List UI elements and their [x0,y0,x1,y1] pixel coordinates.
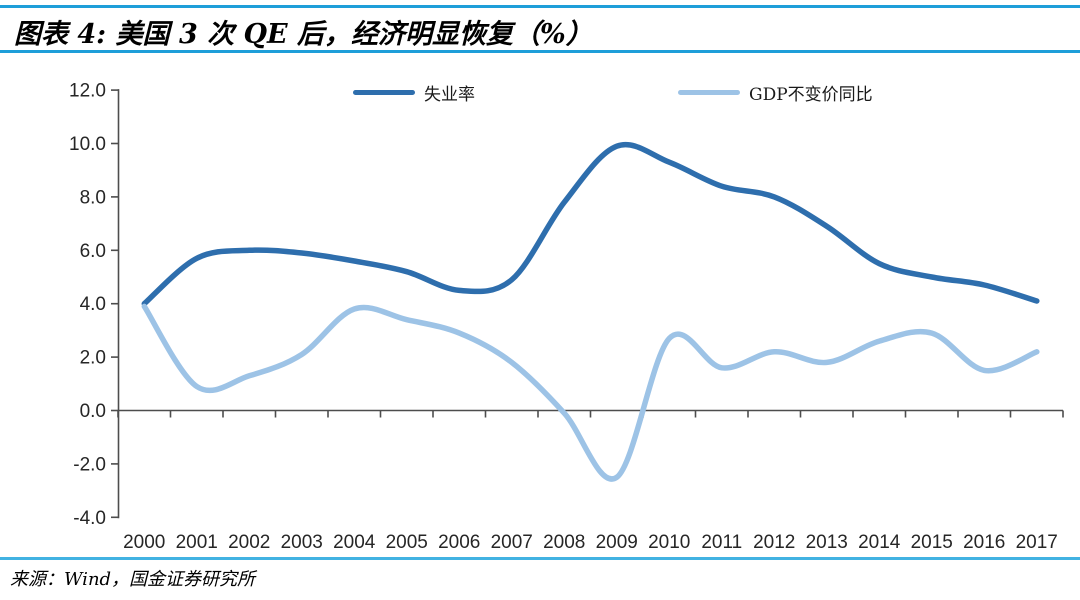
x-tick-label: 2016 [963,532,1005,553]
x-tick-label: 2011 [701,532,742,553]
legend-swatch-unemployment-line [353,90,415,95]
x-tick-label: 2002 [228,532,270,553]
legend-swatch-gdp-line [678,90,740,95]
x-tick-label: 2015 [911,532,953,553]
legend-item-unemployment: 失业率 [353,80,475,105]
y-tick-label: 0.0 [80,401,106,422]
x-tick-label: 2013 [806,532,848,553]
title-rule [0,50,1080,53]
x-tick-label: 2004 [333,532,376,553]
legend-label-gdp: GDP不变价同比 [749,85,873,105]
y-tick-label: 4.0 [80,294,106,315]
y-tick-label: 10.0 [69,134,106,155]
series-line-unemployment [141,141,1040,307]
x-tick-label: 2009 [596,532,638,553]
x-tick-label: 2010 [648,532,690,553]
y-tick-label: 8.0 [80,187,106,208]
top-rule [0,5,1080,8]
x-tick-label: 2000 [123,532,165,553]
figure-title: 图表 4: 美国 3 次 QE 后，经济明显恢复（%） [14,19,593,50]
x-tick-label: 2003 [281,532,323,553]
x-tick-label: 2017 [1016,532,1058,553]
y-tick-label: 12.0 [69,81,106,102]
y-tick-label: 2.0 [80,348,106,369]
legend-item-gdp: GDP不变价同比 [678,80,873,105]
y-tick-label: 6.0 [80,241,106,262]
x-tick-label: 2007 [491,532,533,553]
x-tick-label: 2001 [176,532,218,553]
source-note: 来源：Wind，国金证券研究所 [10,569,256,590]
y-tick-label: -2.0 [73,454,106,475]
y-tick-label: -4.0 [73,508,106,529]
x-tick-label: 2005 [386,532,428,553]
bottom-rule [0,557,1080,560]
x-tick-label: 2012 [753,532,795,553]
series-line-gdp [141,303,1040,482]
x-tick-label: 2014 [858,532,901,553]
x-tick-label: 2006 [438,532,480,553]
legend-label-unemployment: 失业率 [424,85,475,105]
x-tick-label: 2008 [543,532,585,553]
